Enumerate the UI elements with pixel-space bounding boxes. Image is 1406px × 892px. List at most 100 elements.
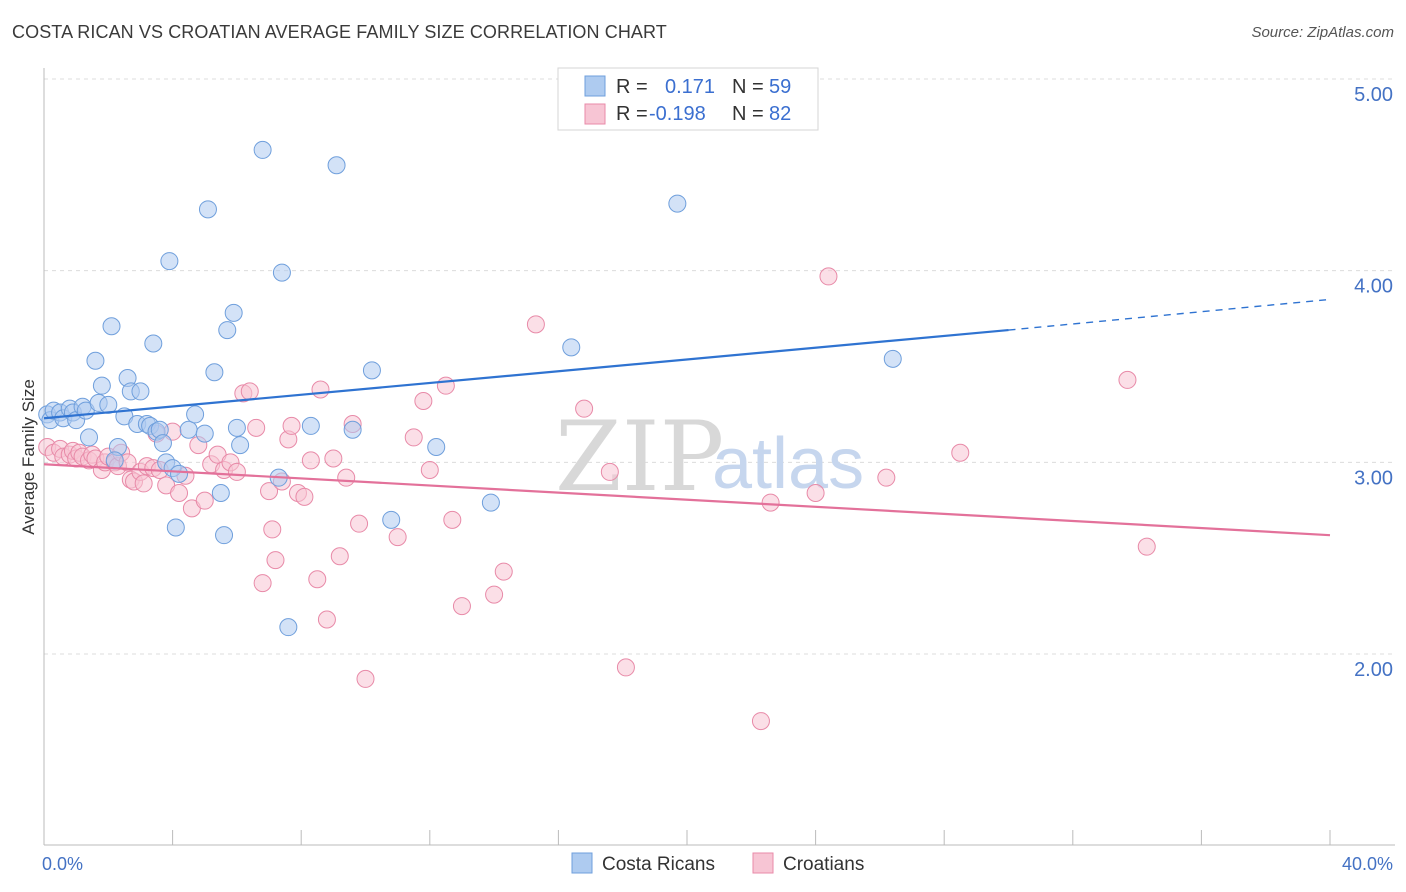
croatians-point xyxy=(452,597,471,616)
croatians-point xyxy=(282,416,301,435)
x-tick-label: 0.0% xyxy=(42,854,83,874)
croatians-point xyxy=(443,510,462,529)
croatians-point xyxy=(301,451,320,470)
croatians-point xyxy=(170,484,189,502)
bottom-legend-swatch-croatians xyxy=(752,852,774,874)
croatians-point xyxy=(263,520,282,539)
croatians-point xyxy=(317,610,336,629)
croatians-point xyxy=(324,449,343,468)
legend-swatch-blue xyxy=(584,75,606,97)
x-tick-label: 40.0% xyxy=(1342,854,1393,874)
bottom-legend-croatians: Croatians xyxy=(783,854,864,875)
legend-r-value-pink: -0.198 xyxy=(649,103,706,125)
bottom-legend-swatch-costa-ricans xyxy=(571,852,593,874)
costa-ricans-point xyxy=(153,434,172,453)
croatians-point xyxy=(253,574,272,593)
croatians-trend-line xyxy=(43,463,1331,537)
chart-title: COSTA RICAN VS CROATIAN AVERAGE FAMILY S… xyxy=(12,22,667,42)
x-tick-labels: 0.0% 40.0% xyxy=(42,854,1393,874)
costa-ricans-point xyxy=(195,424,214,443)
costa-ricans-point xyxy=(186,405,205,424)
costa-ricans-point xyxy=(301,416,320,435)
source-label: Source: ZipAtlas.com xyxy=(1251,24,1394,41)
costa-ricans-point xyxy=(481,493,500,512)
legend-r-label-blue: R = xyxy=(616,76,648,98)
costa-ricans-point xyxy=(224,303,243,322)
croatians-point xyxy=(1137,537,1156,556)
costa-ricans-point xyxy=(327,156,346,175)
costa-ricans-point xyxy=(382,510,401,529)
croatians-point xyxy=(751,712,770,731)
costa-ricans-point xyxy=(160,252,179,271)
croatians-point xyxy=(266,551,285,570)
croatians-point xyxy=(356,669,375,688)
costa-ricans-point xyxy=(179,420,198,439)
y-tick-label: 2.00 xyxy=(1354,659,1393,681)
costa-ricans-point xyxy=(562,338,581,357)
costa-ricans-trend-line xyxy=(43,328,1009,420)
costa-ricans-point xyxy=(218,321,237,340)
costa-ricans-point xyxy=(92,376,111,395)
croatians-point xyxy=(350,514,369,533)
costa-ricans-point xyxy=(131,382,150,401)
watermark: ZIP atlas xyxy=(555,401,864,513)
costa-ricans-point xyxy=(272,263,291,282)
costa-ricans-point xyxy=(170,464,189,483)
legend-swatch-pink xyxy=(584,103,606,125)
costa-ricans-point xyxy=(166,518,185,537)
series-legend: Costa Ricans Croatians xyxy=(571,852,864,875)
legend-r-label-pink: R = xyxy=(616,103,648,125)
croatians-point xyxy=(388,528,407,547)
croatians-point xyxy=(420,461,439,479)
croatians-point xyxy=(227,462,246,481)
croatians-point xyxy=(337,468,356,487)
costa-ricans-point xyxy=(86,351,105,370)
croatians-point xyxy=(330,547,349,566)
croatians-point xyxy=(404,428,423,447)
y-tick-label: 5.00 xyxy=(1354,84,1393,106)
legend-n-value-pink: 82 xyxy=(769,103,791,125)
croatians-point xyxy=(134,474,153,493)
croatians-point xyxy=(311,380,330,399)
croatians-point xyxy=(295,487,314,506)
legend-n-label-blue: N = xyxy=(732,76,764,98)
costa-ricans-point xyxy=(102,317,121,336)
croatians-point xyxy=(494,562,513,581)
croatians-point xyxy=(1118,370,1137,389)
costa-ricans-point xyxy=(80,428,99,447)
y-tick-label: 4.00 xyxy=(1354,276,1393,298)
costa-ricans-point xyxy=(227,418,246,437)
croatians-point xyxy=(414,392,433,410)
costa-ricans-point xyxy=(343,420,362,439)
croatians-point xyxy=(526,315,545,334)
y-tick-label: 3.00 xyxy=(1354,467,1393,489)
costa-ricans-point xyxy=(211,484,230,502)
croatians-point xyxy=(485,585,504,604)
costa-ricans-point xyxy=(198,200,217,219)
costa-ricans-point xyxy=(105,451,124,470)
costa-ricans-point xyxy=(279,618,298,637)
y-tick-labels: 2.00 3.00 4.00 5.00 xyxy=(1354,84,1393,681)
costa-ricans-trend-extension xyxy=(1008,298,1331,331)
croatians-point xyxy=(951,443,970,462)
croatians-point xyxy=(575,399,594,418)
y-axis-label: Average Family Size xyxy=(19,379,38,535)
costa-ricans-point xyxy=(215,526,234,545)
correlation-legend: R = 0.171 N = 59 R = -0.198 N = 82 xyxy=(557,67,819,131)
axes xyxy=(43,68,1395,846)
croatians-point xyxy=(436,376,455,395)
croatians-point xyxy=(247,418,266,437)
grid-lines xyxy=(44,78,1395,655)
croatians-point xyxy=(600,462,619,481)
croatians-point xyxy=(819,267,838,286)
costa-ricans-point xyxy=(231,436,250,455)
croatians-point xyxy=(877,468,896,487)
legend-n-value-blue: 59 xyxy=(769,76,791,98)
croatians-point xyxy=(761,493,780,512)
costa-ricans-point xyxy=(144,334,163,353)
costa-ricans-point xyxy=(668,194,687,213)
croatians-point xyxy=(195,491,214,510)
costa-ricans-points xyxy=(38,140,902,637)
legend-n-label-pink: N = xyxy=(732,103,764,125)
